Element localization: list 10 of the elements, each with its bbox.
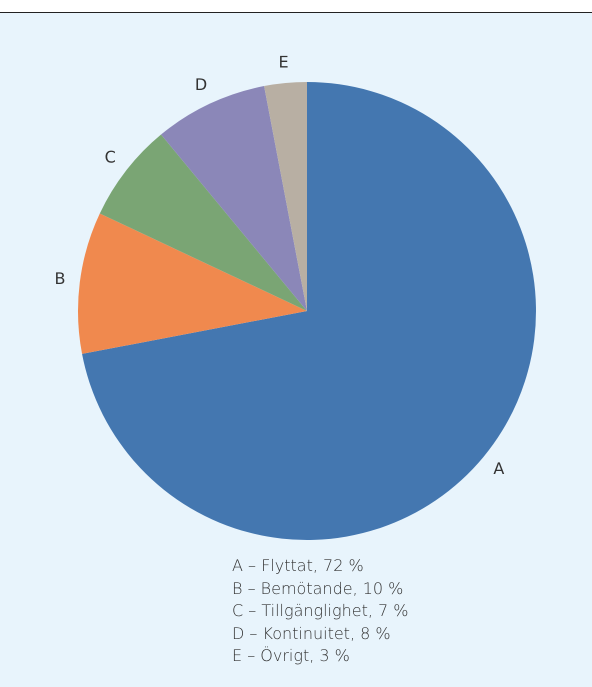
slice-label: C [104,148,116,167]
slice-label: B [54,268,66,288]
text: C – Tillgänglighet, 7 % [232,600,408,622]
text: D – Kontinuitet, 8 % [232,622,392,644]
text: A – Flyttat, 72 % [232,555,365,577]
slice-label: A [493,458,504,478]
slice-label: D [194,74,208,94]
slice-label: E [278,52,289,72]
text: B – Bemötande, 10 % [232,578,404,600]
text: E – Övrigt, 3 % [232,645,351,667]
